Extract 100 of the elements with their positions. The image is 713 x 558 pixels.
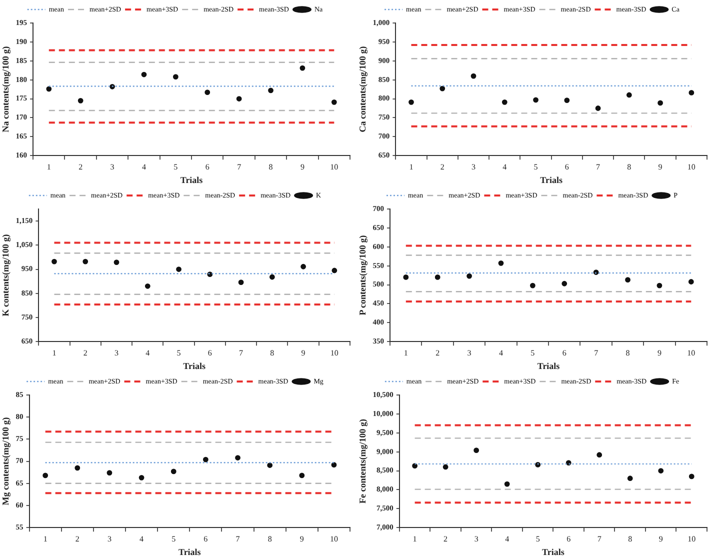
point xyxy=(535,462,541,468)
point xyxy=(74,465,80,471)
x-tick-label: 3 xyxy=(467,348,472,358)
point xyxy=(172,74,178,80)
point xyxy=(562,280,568,286)
point xyxy=(300,65,306,71)
point xyxy=(114,260,120,265)
point xyxy=(412,463,418,469)
x-axis-title: Trials xyxy=(183,360,206,371)
point xyxy=(658,468,664,474)
x-tick-label: 7 xyxy=(596,162,600,172)
x-tick-label: 8 xyxy=(268,534,272,544)
point xyxy=(442,464,448,470)
x-tick-label: 7 xyxy=(239,348,244,358)
point xyxy=(52,258,57,264)
x-tick-label: 5 xyxy=(176,348,181,358)
point xyxy=(204,90,210,96)
point xyxy=(269,274,275,280)
point xyxy=(566,460,572,466)
x-tick-label: 4 xyxy=(140,534,144,544)
point xyxy=(626,92,632,98)
x-tick-label: 3 xyxy=(474,534,478,544)
point xyxy=(530,282,536,288)
x-tick-label: 4 xyxy=(142,162,146,172)
x-tick-label: 10 xyxy=(687,348,696,358)
x-tick-label: 6 xyxy=(566,534,571,544)
x-tick-label: 3 xyxy=(110,162,114,172)
x-tick-label: 5 xyxy=(172,534,176,544)
y-axis-title: Fe contents(mg/100 g) xyxy=(358,419,368,504)
point xyxy=(267,462,273,468)
point xyxy=(46,86,52,92)
point xyxy=(331,462,337,468)
x-tick-label: 6 xyxy=(205,162,210,172)
x-tick-label: 6 xyxy=(204,534,208,544)
point xyxy=(268,88,274,94)
point xyxy=(299,472,305,478)
point xyxy=(144,283,150,289)
y-axis-title: Na contents(mg/100 g) xyxy=(0,46,11,132)
point xyxy=(403,274,409,280)
point xyxy=(593,270,599,275)
x-tick-label: 5 xyxy=(530,348,535,358)
point xyxy=(141,72,147,78)
x-axis-title: Trials xyxy=(542,546,565,557)
x-tick-label: 8 xyxy=(626,348,630,358)
point xyxy=(170,468,176,474)
x-tick-label: 7 xyxy=(594,348,598,358)
point xyxy=(236,96,242,102)
x-tick-label: 2 xyxy=(436,348,440,358)
x-tick-label: 1 xyxy=(52,348,56,358)
x-tick-label: 6 xyxy=(564,162,569,172)
point xyxy=(235,455,240,460)
point xyxy=(688,279,694,284)
point xyxy=(627,476,633,482)
x-tick-label: 8 xyxy=(270,348,274,358)
point xyxy=(596,452,602,458)
y-axis-title: Mg contents(mg/100 g) xyxy=(0,417,11,506)
point xyxy=(658,100,663,106)
point xyxy=(564,98,570,103)
x-axis-title: Trials xyxy=(178,546,202,557)
point xyxy=(470,73,476,79)
point xyxy=(238,280,244,285)
y-axis-title: K contents(mg/100 g) xyxy=(0,234,11,316)
point xyxy=(78,98,84,104)
x-tick-label: 9 xyxy=(300,534,304,544)
point xyxy=(625,277,630,283)
x-tick-label: 6 xyxy=(208,348,212,358)
x-axis-title: Trials xyxy=(537,360,560,371)
point xyxy=(688,90,694,96)
y-axis-title: Ca contents(mg/100 g) xyxy=(358,46,368,132)
x-axis-title: Trials xyxy=(180,174,204,185)
point xyxy=(466,273,472,279)
point xyxy=(202,456,208,462)
x-tick-label: 5 xyxy=(534,162,538,172)
x-tick-label: 4 xyxy=(502,162,507,172)
x-tick-label: 8 xyxy=(628,534,632,544)
x-tick-label: 9 xyxy=(657,348,662,358)
point xyxy=(595,106,601,111)
x-tick-label: 6 xyxy=(562,348,566,358)
x-tick-label: 10 xyxy=(687,162,696,172)
x-tick-label: 3 xyxy=(114,348,119,358)
x-tick-label: 8 xyxy=(627,162,632,172)
x-tick-label: 10 xyxy=(330,162,338,172)
x-tick-label: 1 xyxy=(46,162,51,172)
x-tick-label: 10 xyxy=(330,348,338,358)
x-tick-label: 7 xyxy=(237,162,242,172)
point xyxy=(408,99,414,105)
x-tick-label: 7 xyxy=(236,534,240,544)
x-tick-label: 2 xyxy=(444,534,448,544)
point xyxy=(42,472,48,478)
point xyxy=(331,99,337,105)
x-tick-label: 2 xyxy=(75,534,80,544)
x-tick-label: 4 xyxy=(505,534,510,544)
x-tick-label: 9 xyxy=(300,162,304,172)
y-axis-title: P contents(mg/100 g) xyxy=(358,235,368,316)
x-tick-label: 1 xyxy=(412,534,417,544)
x-tick-label: 9 xyxy=(658,534,663,544)
x-tick-label: 1 xyxy=(43,534,48,544)
x-tick-label: 8 xyxy=(268,162,273,172)
point xyxy=(176,266,182,272)
point xyxy=(498,260,504,266)
